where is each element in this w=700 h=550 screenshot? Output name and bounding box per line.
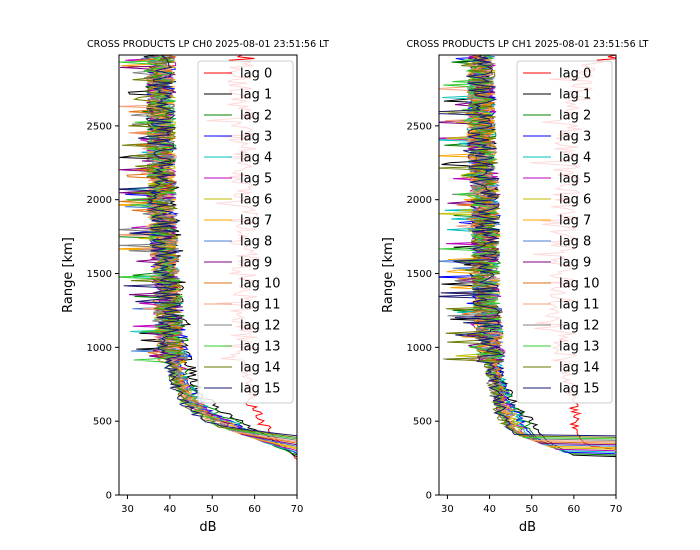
series-line-15 (119, 55, 297, 437)
series-group (119, 55, 297, 460)
axes-frame (438, 54, 617, 496)
chart-title: CROSS PRODUCTS LP CH0 2025-08-01 23:51:5… (87, 39, 329, 50)
legend-label: lag 6 (240, 193, 272, 208)
x-tick-label: 70 (610, 504, 623, 515)
axes-frame (118, 54, 298, 496)
x-axis-label: dB (199, 520, 216, 535)
x-tick-label: 60 (567, 504, 580, 515)
series-line-15 (439, 55, 616, 437)
x-tick-label: 60 (248, 504, 261, 515)
series-line-14 (439, 55, 616, 438)
legend-label: lag 3 (240, 130, 272, 145)
legend-label: lag 7 (240, 214, 272, 229)
y-tick-label: 500 (413, 417, 432, 428)
legend-label: lag 4 (240, 151, 272, 166)
x-tick-label: 30 (121, 504, 134, 515)
legend-label: lag 15 (559, 382, 600, 397)
y-axis-label: Range [km] (381, 237, 396, 313)
legend-label: lag 6 (559, 193, 591, 208)
y-tick-label: 2500 (87, 121, 112, 132)
y-tick-label: 0 (106, 491, 112, 502)
y-tick-label: 500 (93, 417, 112, 428)
legend-label: lag 0 (559, 67, 591, 82)
y-tick-label: 2000 (87, 195, 112, 206)
legend-label: lag 14 (559, 361, 600, 376)
legend-label: lag 12 (240, 319, 281, 334)
legend-label: lag 11 (559, 298, 600, 313)
x-tick-label: 50 (525, 504, 538, 515)
y-tick-label: 2500 (407, 121, 432, 132)
y-axis-label: Range [km] (61, 237, 76, 313)
y-tick-label: 1500 (87, 269, 112, 280)
legend: lag 0 lag 1 lag 2 lag 3 lag 4 lag 5 lag 6 lag 7… (516, 60, 613, 404)
legend-label: lag 8 (559, 235, 591, 250)
legend-label: lag 7 (559, 214, 591, 229)
legend-label: lag 2 (559, 109, 591, 124)
legend-label: lag 5 (559, 172, 591, 187)
legend-box (516, 60, 613, 404)
chart-title: CROSS PRODUCTS LP CH1 2025-08-01 23:51:5… (407, 39, 649, 50)
legend-label: lag 10 (559, 277, 600, 292)
legend-label: lag 14 (240, 361, 281, 376)
series-line-13 (119, 55, 297, 440)
legend-label: lag 9 (240, 256, 272, 271)
x-tick-label: 30 (441, 504, 454, 515)
y-tick-label: 1500 (407, 269, 432, 280)
x-tick-label: 40 (483, 504, 496, 515)
chart-panel-1: 30 40 50 60 70 0 500 1000 1500 2000 2500 CROSS PROD… (381, 39, 649, 535)
legend-label: lag 13 (240, 340, 281, 355)
legend-label: lag 4 (559, 151, 591, 166)
series-group (439, 55, 616, 458)
legend-box (197, 60, 294, 404)
legend-label: lag 9 (559, 256, 591, 271)
y-tick-label: 1000 (87, 343, 112, 354)
y-tick-label: 2000 (407, 195, 432, 206)
legend-label: lag 1 (240, 88, 272, 103)
y-tick-label: 0 (426, 491, 432, 502)
x-tick-label: 70 (291, 504, 304, 515)
legend-label: lag 12 (559, 319, 600, 334)
legend-label: lag 3 (559, 130, 591, 145)
x-axis-label: dB (519, 520, 536, 535)
x-tick-label: 40 (163, 504, 176, 515)
legend-label: lag 11 (240, 298, 281, 313)
x-tick-label: 50 (206, 504, 219, 515)
legend-label: lag 2 (240, 109, 272, 124)
legend-label: lag 15 (240, 382, 281, 397)
legend-label: lag 13 (559, 340, 600, 355)
legend: lag 0 lag 1 lag 2 lag 3 lag 4 lag 5 lag 6 lag 7… (197, 60, 294, 404)
legend-label: lag 5 (240, 172, 272, 187)
legend-label: lag 10 (240, 277, 281, 292)
legend-label: lag 1 (559, 88, 591, 103)
y-tick-label: 1000 (407, 343, 432, 354)
chart-panel-0: 30 40 50 60 70 0 500 1000 1500 2000 2500 CROSS PROD… (61, 39, 329, 535)
legend-label: lag 0 (240, 67, 272, 82)
legend-label: lag 8 (240, 235, 272, 250)
